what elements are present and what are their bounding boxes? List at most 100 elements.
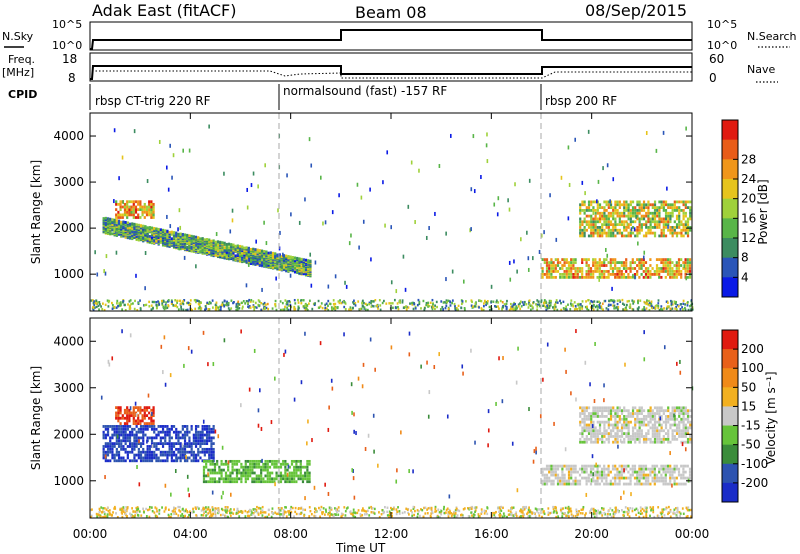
heatmap-cell — [164, 229, 167, 233]
heatmap-cell — [181, 433, 184, 437]
heatmap-cell — [647, 303, 650, 306]
heatmap-cell — [267, 307, 270, 311]
heatmap-cell — [609, 470, 612, 474]
heatmap-cell — [550, 267, 553, 270]
heatmap-cell — [191, 308, 193, 312]
heatmap-cell — [587, 223, 591, 226]
heatmap-cell — [512, 303, 515, 306]
heatmap-cell — [614, 264, 617, 267]
heatmap-cell — [587, 206, 591, 209]
heatmap-cell — [117, 416, 120, 420]
heatmap-cell — [556, 270, 560, 273]
heatmap-cell — [631, 231, 635, 235]
heatmap-cell — [275, 474, 278, 478]
heatmap-cell — [548, 273, 551, 276]
heatmap-cell — [638, 426, 641, 430]
heatmap-cell — [271, 256, 275, 260]
heatmap-cell — [102, 425, 105, 428]
heatmap-cell — [611, 258, 615, 262]
heatmap-cell — [596, 409, 599, 413]
heatmap-cell — [618, 435, 621, 438]
heatmap-cell — [124, 450, 127, 454]
heatmap-cell — [293, 306, 296, 309]
heatmap-cell — [249, 468, 252, 472]
heatmap-cell — [142, 224, 145, 228]
heatmap-cell — [627, 426, 630, 430]
heatmap-cell — [254, 255, 257, 259]
heatmap-cell — [197, 450, 200, 454]
heatmap-cell — [620, 467, 623, 471]
heatmap-cell — [581, 223, 584, 226]
heatmap-cell — [242, 471, 245, 475]
heatmap-cell — [614, 473, 617, 477]
heatmap-cell — [678, 214, 681, 218]
heatmap-cell — [559, 261, 562, 264]
heatmap-cell — [541, 482, 544, 486]
heatmap-cell — [589, 273, 593, 276]
heatmap-cell — [514, 182, 516, 187]
heatmap-cell — [166, 427, 169, 431]
heatmap-cell — [137, 202, 140, 206]
heatmap-cell — [594, 470, 597, 474]
heatmap-cell — [175, 442, 178, 446]
heatmap-cell — [254, 306, 257, 309]
heatmap-cell — [275, 276, 277, 281]
heatmap-cell — [235, 480, 239, 484]
heatmap-cell — [596, 217, 599, 221]
heatmap-cell — [168, 439, 171, 443]
heatmap-cell — [596, 267, 599, 270]
heatmap-cell — [589, 482, 593, 486]
heatmap-cell — [177, 430, 180, 434]
heatmap-cell — [596, 261, 599, 264]
heatmap-cell — [552, 264, 555, 267]
heatmap-cell — [146, 233, 149, 236]
heatmap-cell — [596, 432, 599, 435]
heatmap-cell — [625, 409, 628, 413]
heatmap-cell — [304, 258, 308, 262]
heatmap-cell — [596, 482, 599, 486]
heatmap-cell — [590, 234, 593, 238]
heatmap-cell — [481, 308, 483, 311]
heatmap-cell — [168, 240, 171, 244]
heatmap-cell — [645, 234, 648, 238]
heatmap-cell — [189, 299, 192, 302]
heatmap-cell — [620, 409, 624, 413]
heatmap-cell — [680, 209, 683, 212]
heatmap-cell — [532, 256, 534, 261]
heatmap-cell — [218, 477, 221, 481]
heatmap-cell — [605, 214, 608, 218]
heatmap-cell — [658, 258, 661, 262]
heatmap-cell — [627, 223, 630, 226]
heatmap-cell — [166, 425, 169, 428]
heatmap-cell — [276, 253, 279, 257]
heatmap-cell — [594, 415, 597, 418]
heatmap-cell — [590, 223, 593, 226]
heatmap-cell — [186, 459, 189, 463]
heatmap-cell — [656, 211, 659, 215]
heatmap-cell — [132, 406, 135, 410]
heatmap-cell — [128, 208, 131, 212]
heatmap-cell — [596, 464, 599, 468]
heatmap-cell — [131, 427, 134, 431]
heatmap-cell — [156, 306, 158, 310]
heatmap-cell — [201, 436, 204, 440]
heatmap-cell — [255, 480, 258, 484]
heatmap-cell — [207, 302, 210, 305]
heatmap-cell — [686, 258, 689, 262]
heatmap-cell — [320, 302, 323, 305]
heatmap-cell — [298, 259, 301, 263]
heatmap-cell — [612, 304, 615, 307]
heatmap-cell — [631, 437, 635, 441]
heatmap-cell — [651, 220, 654, 224]
heatmap-cell — [126, 221, 129, 225]
heatmap-cell — [684, 476, 687, 480]
heatmap-cell — [472, 305, 475, 308]
heatmap-cell — [212, 425, 215, 428]
heatmap-cell — [133, 459, 136, 463]
heatmap-cell — [104, 427, 107, 431]
heatmap-cell — [502, 305, 504, 309]
heatmap-cell — [275, 459, 278, 463]
heatmap-cell — [390, 280, 393, 285]
heatmap-cell — [231, 208, 234, 213]
heatmap-cell — [192, 247, 195, 251]
